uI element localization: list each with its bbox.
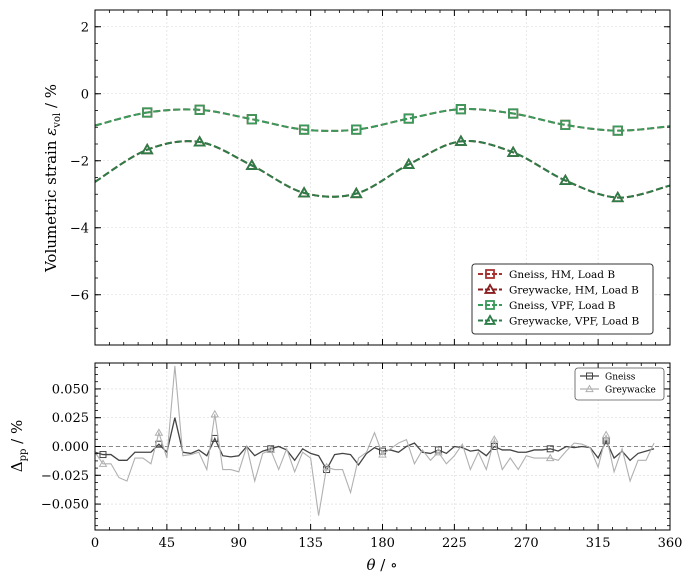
x-tick-label: 135: [298, 536, 323, 551]
difference-y-axis-label: Δpp / %: [8, 420, 29, 473]
strain-panel: 2 0 −2 −4 −6 Volumetric strain εvol / % Gnei…: [42, 9, 671, 346]
legend-label: Greywacke: [605, 386, 656, 396]
legend-box: [471, 263, 654, 335]
data-point: [560, 119, 571, 131]
data-point: [601, 430, 611, 439]
data-point: [349, 186, 363, 199]
difference-legend: Gneiss Greywacke: [574, 367, 665, 401]
strain-legend: Gneiss, HM, Load B Greywacke, HM, Load B G…: [471, 263, 654, 335]
series-line: [94, 365, 655, 516]
data-point: [506, 145, 520, 157]
data-point: [546, 445, 554, 453]
data-point: [140, 143, 154, 155]
data-point: [454, 134, 468, 146]
x-tick-label: 315: [586, 536, 611, 551]
data-point: [194, 104, 205, 115]
legend-entry: Gneiss, VPF, Load B: [478, 300, 616, 312]
x-tick-label: 45: [159, 536, 176, 551]
data-point: [611, 190, 625, 203]
legend-marker: [585, 384, 594, 393]
x-tick-label: 360: [658, 536, 683, 551]
y-tick-label: 2: [81, 20, 89, 35]
series-line: [94, 139, 671, 199]
data-point: [508, 108, 519, 119]
y-tick-label: −2: [70, 154, 89, 169]
legend-entry: Gneiss: [580, 372, 636, 383]
legend-marker: [483, 283, 497, 294]
data-point: [612, 125, 623, 136]
series-gneiss: [94, 417, 655, 474]
y-tick-label: −4: [70, 221, 89, 236]
legend-marker: [483, 314, 497, 325]
x-tick-label: 180: [370, 536, 395, 551]
legend-marker: [586, 372, 593, 380]
difference-panel: 0.050 0.025 0.000 −0.025 −0.050 0 45 90 135 180 2…: [8, 362, 683, 574]
data-point: [245, 158, 259, 170]
legend-entry: Greywacke, HM, Load B: [478, 283, 639, 297]
series-greywacke-vpf-load-b: [94, 134, 671, 203]
data-point: [489, 435, 499, 443]
y-tick-label: 0.000: [52, 440, 89, 455]
data-point: [142, 107, 153, 118]
legend-entry: Gneiss, HM, Load B: [478, 269, 615, 281]
y-tick-label: 0: [81, 87, 89, 102]
data-point: [266, 445, 276, 454]
series-gneiss-vpf-load-b: [94, 104, 671, 136]
data-point: [322, 462, 331, 471]
data-point: [210, 409, 220, 418]
y-tick-label: −0.050: [41, 498, 89, 513]
difference-x-ticks: 0 45 90 135 180 225 270 315 360: [91, 363, 683, 551]
legend-label: Gneiss: [605, 373, 636, 383]
strain-series-group: [94, 104, 671, 203]
data-point: [154, 428, 164, 436]
x-axis-label: θ / ∘: [367, 556, 398, 574]
series-line: [94, 417, 655, 471]
data-point: [298, 124, 310, 135]
data-point: [490, 443, 498, 450]
data-point: [434, 447, 443, 456]
difference-series-group: [94, 365, 655, 516]
x-tick-label: 0: [91, 536, 99, 551]
data-point: [559, 173, 572, 186]
y-tick-label: 0.050: [52, 382, 89, 397]
x-tick-label: 270: [514, 536, 539, 551]
data-point: [98, 459, 108, 467]
series-greywacke: [94, 365, 655, 516]
y-tick-label: −0.025: [41, 469, 89, 484]
legend-label: Greywacke, VPF, Load B: [509, 316, 640, 328]
x-tick-label: 225: [442, 536, 467, 551]
data-point: [351, 124, 362, 135]
data-point: [378, 450, 387, 458]
legend-marker: [485, 300, 495, 310]
data-point: [193, 135, 206, 147]
data-point: [246, 114, 257, 125]
legend-label: Gneiss, HM, Load B: [509, 269, 615, 281]
data-point: [455, 104, 467, 115]
legend-label: Greywacke, HM, Load B: [509, 285, 639, 297]
legend-label: Gneiss, VPF, Load B: [509, 300, 616, 312]
data-point: [545, 453, 555, 462]
difference-axes-frame: [94, 362, 671, 531]
legend-entry: Greywacke: [580, 384, 656, 396]
data-point: [403, 113, 414, 124]
legend-marker: [485, 269, 495, 279]
strain-axes-frame: [94, 9, 671, 346]
data-point: [297, 186, 311, 198]
y-tick-label: −6: [70, 288, 89, 303]
data-point: [402, 157, 416, 169]
x-tick-label: 90: [230, 536, 247, 551]
y-tick-label: 0.025: [52, 411, 89, 426]
strain-y-axis-label: Volumetric strain εvol / %: [42, 84, 63, 273]
legend-entry: Greywacke, VPF, Load B: [478, 314, 640, 328]
data-point: [99, 451, 107, 459]
